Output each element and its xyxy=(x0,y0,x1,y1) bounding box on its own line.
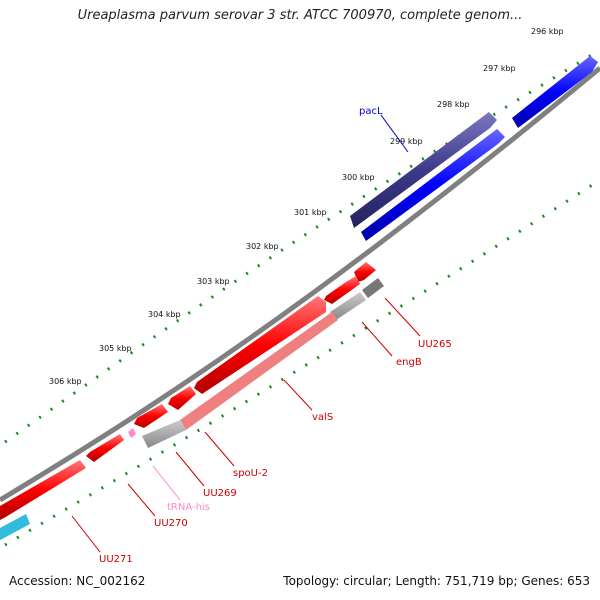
gene-arrow-UU265[interactable] xyxy=(354,262,376,282)
gene-label-pacL[interactable]: pacL xyxy=(359,106,383,117)
gene-label-tRNA-his[interactable]: tRNA-his xyxy=(167,502,210,513)
gene-arrow-pacL[interactable] xyxy=(350,112,497,228)
gene-arrow-spoU-2[interactable] xyxy=(168,386,196,410)
gene-label-spoU-2[interactable]: spoU-2 xyxy=(233,468,268,479)
tick-label: 298 kbp xyxy=(437,100,470,109)
gene-label-UU269[interactable]: UU269 xyxy=(203,488,237,499)
tick-label: 306 kbp xyxy=(49,377,82,386)
accession-label: Accession: NC_002162 xyxy=(9,574,146,588)
tick-labels: 296 kbp 297 kbp 298 kbp 299 kbp 300 kbp … xyxy=(49,27,564,386)
connector-spoU-2 xyxy=(204,431,235,467)
gene-arrow-UU270[interactable] xyxy=(86,434,124,462)
forward-genes xyxy=(350,56,598,241)
genome-title: Ureaplasma parvum serovar 3 str. ATCC 70… xyxy=(77,8,523,23)
gene-labels: pacL UU265 engB valS spoU-2 UU269 tRNA-h… xyxy=(99,106,452,565)
inner-tick-ring xyxy=(4,178,600,547)
genome-backbone xyxy=(0,66,600,503)
gene-band-pink xyxy=(180,312,338,430)
connector-UU265 xyxy=(384,297,421,337)
tick-label: 302 kbp xyxy=(246,242,279,251)
gene-arrow-tRNA-his[interactable] xyxy=(128,428,136,438)
gene-band-light-grey xyxy=(330,292,366,320)
connector-engB xyxy=(361,321,393,357)
gene-band-dark-grey xyxy=(362,278,384,298)
tick-label: 303 kbp xyxy=(197,277,230,286)
tick-label: 296 kbp xyxy=(531,27,564,36)
connector-UU269 xyxy=(175,451,205,487)
gene-arrow-UU271[interactable] xyxy=(0,460,86,520)
inner-band-genes xyxy=(0,278,384,540)
tick-label: 299 kbp xyxy=(390,137,423,146)
gene-arrow-UU269[interactable] xyxy=(134,404,168,428)
gene-label-engB[interactable]: engB xyxy=(396,357,422,368)
connector-tRNA-his xyxy=(152,465,181,501)
outer-tick-ring xyxy=(4,48,600,444)
reverse-genes xyxy=(0,262,376,520)
gene-arrow-blue-2[interactable] xyxy=(512,56,598,128)
gene-arrow-valS[interactable] xyxy=(194,296,326,394)
tick-label: 304 kbp xyxy=(148,310,181,319)
tick-label: 300 kbp xyxy=(342,173,375,182)
genome-summary: Topology: circular; Length: 751,719 bp; … xyxy=(283,574,590,588)
gene-label-UU270[interactable]: UU270 xyxy=(154,518,188,529)
gene-band-cyan xyxy=(0,514,30,540)
connector-valS xyxy=(283,379,313,411)
gene-arrow-engB[interactable] xyxy=(324,276,360,304)
gene-arrow-blue-1[interactable] xyxy=(361,129,505,241)
tick-label: 305 kbp xyxy=(99,344,132,353)
gene-band-grey-lower xyxy=(142,420,186,448)
gene-label-UU271[interactable]: UU271 xyxy=(99,554,133,565)
connector-UU271 xyxy=(71,515,101,553)
label-connectors xyxy=(71,114,421,553)
tick-label: 297 kbp xyxy=(483,64,516,73)
gene-label-valS[interactable]: valS xyxy=(312,412,333,423)
gene-label-UU265[interactable]: UU265 xyxy=(418,339,452,350)
connector-pacL xyxy=(380,114,409,153)
tick-label: 301 kbp xyxy=(294,208,327,217)
connector-UU270 xyxy=(127,483,156,517)
